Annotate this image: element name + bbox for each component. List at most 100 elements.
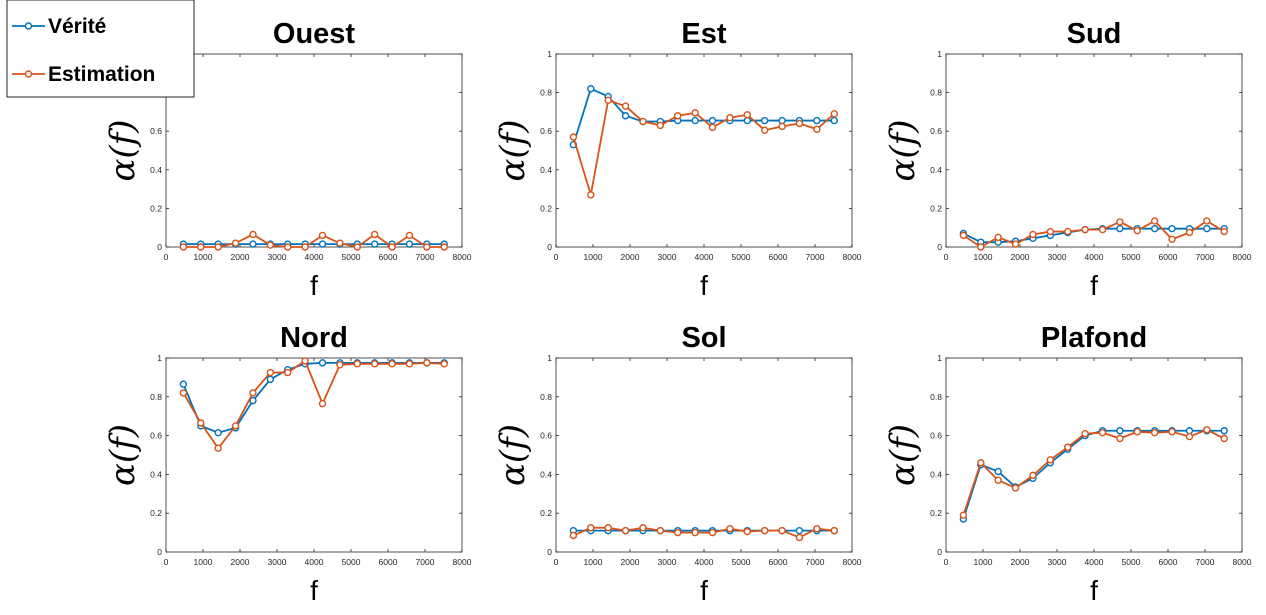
- data-point: [1116, 224, 1124, 233]
- x-tick-label: 5000: [732, 557, 751, 567]
- x-tick-label: 7000: [1196, 557, 1215, 567]
- data-point: [760, 126, 769, 134]
- y-tick-label: 0.8: [930, 88, 942, 98]
- data-point: [1046, 456, 1055, 464]
- data-point: [587, 85, 595, 93]
- data-point: [569, 531, 578, 540]
- y-tick-label: 0.8: [150, 392, 162, 402]
- data-point: [977, 459, 985, 467]
- y-tick-label: 0.8: [930, 392, 942, 402]
- x-axis-label: f: [700, 270, 708, 301]
- x-tick-label: 6000: [379, 252, 398, 262]
- data-point: [959, 231, 968, 240]
- x-tick-label: 7000: [1196, 252, 1215, 262]
- y-tick-label: 0.2: [150, 508, 162, 518]
- x-tick-label: 8000: [843, 557, 862, 567]
- data-point: [830, 116, 838, 125]
- y-tick-label: 0.2: [540, 508, 552, 518]
- y-tick-label: 0.4: [150, 165, 162, 175]
- data-point: [1081, 429, 1089, 438]
- data-point: [830, 110, 838, 118]
- x-tick-label: 5000: [1122, 557, 1141, 567]
- data-point: [214, 428, 222, 437]
- x-tick-label: 3000: [1048, 557, 1067, 567]
- data-point: [691, 109, 699, 117]
- data-point: [197, 419, 205, 427]
- data-point: [301, 243, 309, 251]
- x-tick-label: 8000: [453, 252, 472, 262]
- data-point: [778, 122, 786, 131]
- data-point: [830, 526, 838, 535]
- series-line-estimation: [573, 526, 835, 539]
- x-tick-label: 1000: [584, 557, 603, 567]
- subplot-nord: 0 1000 2000 3000 4000 5000 6000 7000 8000 0 0.2 0.4…: [103, 322, 472, 606]
- data-point: [674, 528, 682, 537]
- data-point: [726, 525, 734, 533]
- data-point: [231, 239, 240, 247]
- plot-frame: [945, 357, 1243, 553]
- subplot-est: 0 1000 2000 3000 4000 5000 6000 7000 8000 0 0.2 0.4…: [493, 18, 862, 301]
- data-point: [587, 191, 595, 199]
- data-point: [179, 389, 188, 397]
- y-tick-label: 0: [157, 242, 162, 252]
- data-point: [621, 112, 630, 120]
- x-tick-label: 8000: [1233, 557, 1252, 567]
- data-point: [1220, 227, 1228, 236]
- x-tick-label: 2000: [231, 557, 250, 567]
- y-tick-label: 1: [547, 353, 552, 363]
- y-tick-label: 0.6: [540, 126, 552, 136]
- data-point: [569, 133, 578, 141]
- x-tick-label: 2000: [1011, 557, 1030, 567]
- data-point: [249, 389, 257, 397]
- data-point: [214, 444, 222, 452]
- data-point: [813, 525, 821, 533]
- x-tick-label: 5000: [342, 252, 361, 262]
- data-point: [336, 239, 344, 247]
- x-tick-label: 0: [164, 252, 169, 262]
- data-point: [1064, 443, 1072, 451]
- data-point: [1029, 230, 1037, 239]
- y-tick-label: 0.4: [930, 469, 942, 479]
- data-point: [691, 528, 699, 537]
- data-point: [1220, 434, 1228, 443]
- data-point: [318, 399, 327, 408]
- legend-marker: [24, 70, 33, 78]
- data-point: [370, 240, 379, 248]
- data-point: [977, 243, 985, 251]
- y-tick-label: 1: [157, 353, 162, 363]
- data-point: [336, 361, 344, 369]
- data-point: [621, 102, 630, 110]
- subplot-title: Ouest: [273, 18, 356, 50]
- data-point: [249, 396, 257, 405]
- y-tick-label: 0: [937, 547, 942, 557]
- data-point: [1011, 240, 1020, 248]
- data-point: [1168, 235, 1176, 243]
- subplot-sol: 0 1000 2000 3000 4000 5000 6000 7000 8000 0 0.2 0.4…: [493, 322, 862, 606]
- data-point: [423, 243, 431, 251]
- data-point: [795, 119, 804, 128]
- y-tick-label: 0.6: [930, 126, 942, 136]
- data-point: [266, 375, 275, 384]
- x-tick-label: 1000: [974, 557, 993, 567]
- x-tick-label: 4000: [1085, 557, 1104, 567]
- x-tick-label: 5000: [732, 252, 751, 262]
- subplot-sud: 0 1000 2000 3000 4000 5000 6000 7000 8000 0 0.2 0.4…: [883, 18, 1252, 301]
- x-tick-label: 1000: [194, 557, 213, 567]
- data-point: [1203, 217, 1211, 225]
- x-tick-label: 6000: [379, 557, 398, 567]
- data-point: [994, 476, 1002, 484]
- x-axis-label: f: [1090, 270, 1098, 301]
- data-point: [405, 231, 414, 240]
- x-tick-label: 5000: [342, 557, 361, 567]
- data-point: [440, 360, 448, 368]
- data-point: [1168, 224, 1176, 233]
- data-point: [1185, 228, 1194, 237]
- series-line-estimation: [182, 359, 445, 450]
- subplot-ouest: 0 1000 2000 3000 4000 5000 6000 7000 8000 0 0.2 0.4…: [103, 18, 472, 301]
- y-axis-label: α(f): [493, 119, 533, 181]
- data-point: [301, 357, 309, 365]
- y-tick-label: 0: [937, 242, 942, 252]
- y-tick-label: 0.2: [540, 203, 552, 213]
- plot-frame: [165, 53, 463, 248]
